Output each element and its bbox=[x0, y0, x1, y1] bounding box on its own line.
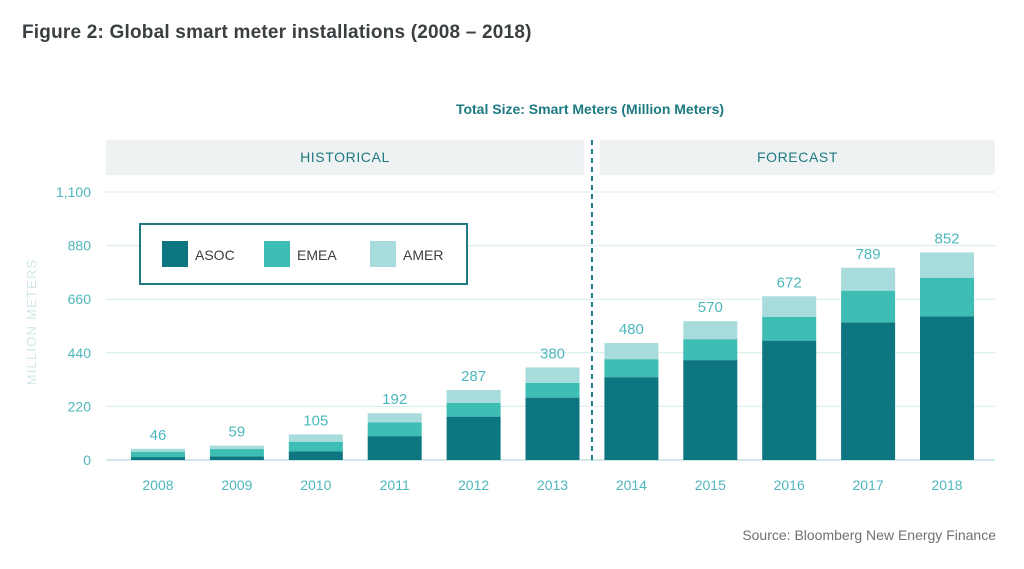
bar-emea-2016 bbox=[762, 316, 817, 341]
legend-box bbox=[139, 223, 468, 285]
y-tick-label: 440 bbox=[68, 345, 92, 361]
bar-asoc-2018 bbox=[920, 316, 974, 460]
x-tick-label-2012: 2012 bbox=[458, 477, 489, 493]
x-tick-label-2010: 2010 bbox=[300, 477, 331, 493]
section-label-forecast: FORECAST bbox=[757, 149, 838, 165]
legend-label-emea: EMEA bbox=[297, 247, 337, 263]
x-tick-label-2015: 2015 bbox=[695, 477, 726, 493]
legend: ASOC EMEA AMER bbox=[139, 223, 468, 285]
x-tick-label-2014: 2014 bbox=[616, 477, 647, 493]
bar-asoc-2013 bbox=[525, 397, 580, 460]
bar-amer-2012 bbox=[446, 390, 501, 403]
bar-asoc-2017 bbox=[841, 322, 896, 460]
bar-emea-2015 bbox=[683, 339, 738, 361]
total-label-2015: 570 bbox=[698, 299, 723, 316]
x-tick-label-2011: 2011 bbox=[380, 477, 410, 493]
bar-amer-2016 bbox=[762, 296, 817, 317]
total-label-2009: 59 bbox=[229, 424, 246, 441]
bar-emea-2010 bbox=[288, 441, 343, 452]
bar-asoc-2008 bbox=[131, 457, 185, 460]
x-tick-label-2018: 2018 bbox=[931, 477, 962, 493]
bar-emea-2014 bbox=[604, 359, 659, 378]
total-label-2014: 480 bbox=[619, 321, 644, 338]
legend-swatch-asoc bbox=[162, 241, 188, 267]
total-label-2013: 380 bbox=[540, 345, 565, 362]
x-tick-label-2013: 2013 bbox=[537, 477, 568, 493]
bar-amer-2009 bbox=[209, 445, 264, 450]
bar-asoc-2009 bbox=[209, 456, 264, 460]
y-tick-label: 0 bbox=[83, 452, 91, 468]
chart-subtitle: Total Size: Smart Meters (Million Meters… bbox=[456, 101, 724, 117]
y-tick-label: 880 bbox=[68, 238, 92, 254]
x-tick-label-2016: 2016 bbox=[774, 477, 805, 493]
bar-amer-2011 bbox=[367, 413, 422, 423]
bar-asoc-2012 bbox=[446, 416, 501, 460]
section-bands: HISTORICAL FORECAST bbox=[106, 140, 995, 175]
section-band-forecast bbox=[599, 140, 995, 175]
total-label-2011: 192 bbox=[382, 391, 407, 408]
y-tick-label: 660 bbox=[68, 291, 92, 307]
legend-swatch-amer bbox=[370, 241, 396, 267]
y-tick-label: 1,100 bbox=[56, 184, 91, 200]
bar-totals: 46 59 105 192 287 380 480 570 672 789 852 bbox=[150, 230, 960, 443]
bar-amer-2018 bbox=[920, 252, 974, 279]
bar-amer-2008 bbox=[131, 448, 185, 452]
total-label-2008: 46 bbox=[150, 427, 167, 444]
figure-title: Figure 2: Global smart meter installatio… bbox=[22, 22, 532, 43]
bar-asoc-2010 bbox=[288, 451, 343, 460]
bar-amer-2010 bbox=[288, 434, 343, 442]
bar-emea-2008 bbox=[131, 451, 185, 458]
source-note: Source: Bloomberg New Energy Finance bbox=[742, 527, 996, 543]
bar-emea-2013 bbox=[525, 382, 580, 398]
x-tick-label-2008: 2008 bbox=[142, 477, 173, 493]
x-tick-label-2009: 2009 bbox=[221, 477, 252, 493]
x-tick-label-2017: 2017 bbox=[853, 477, 884, 493]
bar-asoc-2014 bbox=[604, 377, 659, 460]
bar-amer-2014 bbox=[604, 343, 659, 360]
bar-amer-2015 bbox=[683, 321, 738, 340]
bar-emea-2009 bbox=[209, 449, 264, 457]
legend-label-amer: AMER bbox=[403, 247, 443, 263]
section-band-historical bbox=[106, 140, 584, 175]
bars bbox=[131, 252, 974, 460]
total-label-2018: 852 bbox=[934, 230, 959, 247]
y-tick-label: 220 bbox=[68, 398, 92, 414]
bar-asoc-2015 bbox=[683, 360, 738, 460]
bar-emea-2011 bbox=[367, 422, 422, 437]
y-axis: 0 220 440 660 880 1,100 bbox=[56, 184, 91, 468]
bar-asoc-2016 bbox=[762, 340, 817, 460]
y-axis-label: MILLION METERS bbox=[24, 259, 39, 386]
bar-emea-2012 bbox=[446, 402, 501, 417]
legend-label-asoc: ASOC bbox=[195, 247, 235, 263]
x-axis: 2008 2009 2010 2011 2012 2013 2014 2015 2016 2017… bbox=[142, 477, 962, 493]
bar-emea-2018 bbox=[920, 278, 974, 317]
section-label-historical: HISTORICAL bbox=[300, 149, 390, 165]
bar-amer-2017 bbox=[841, 267, 896, 291]
total-label-2012: 287 bbox=[461, 368, 486, 385]
legend-swatch-emea bbox=[264, 241, 290, 267]
bar-emea-2017 bbox=[841, 290, 896, 323]
bar-amer-2013 bbox=[525, 367, 580, 383]
total-label-2010: 105 bbox=[303, 412, 328, 429]
total-label-2016: 672 bbox=[777, 274, 802, 291]
total-label-2017: 789 bbox=[856, 246, 881, 263]
bar-asoc-2011 bbox=[367, 436, 422, 460]
